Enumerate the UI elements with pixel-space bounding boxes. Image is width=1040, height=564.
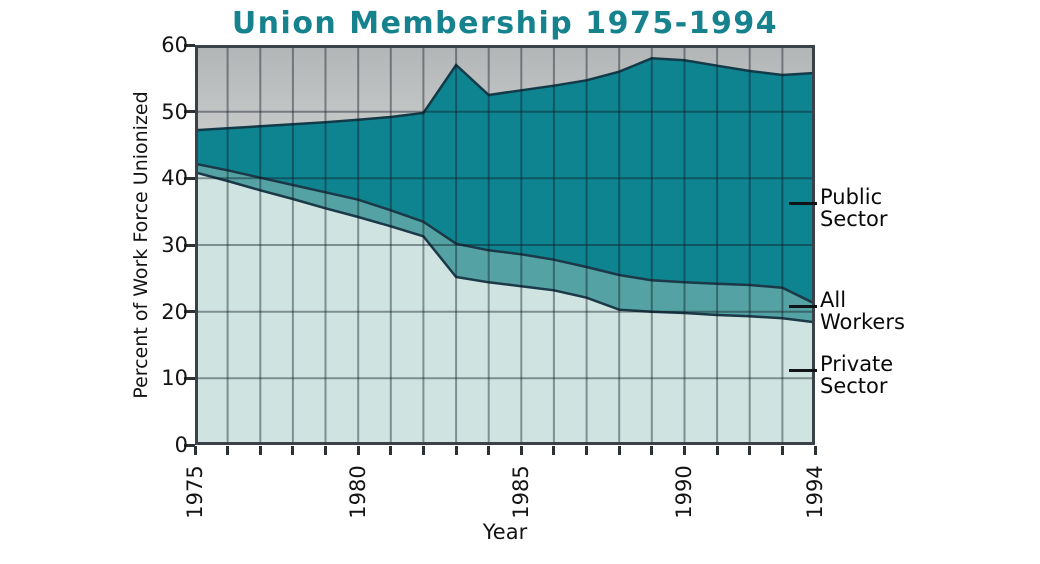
y-tick-mark bbox=[184, 176, 195, 180]
x-tick-mark bbox=[682, 446, 686, 455]
x-tick-label-text: 1994 bbox=[803, 465, 827, 519]
x-tick-mark bbox=[650, 446, 654, 455]
x-tick-mark bbox=[487, 446, 491, 455]
series-label-line: Workers bbox=[820, 310, 905, 335]
series-label-line: Sector bbox=[820, 374, 888, 399]
x-tick-mark bbox=[552, 446, 556, 455]
y-tick-label: 20 bbox=[161, 299, 188, 324]
series-label-public-sector: Public Sector bbox=[820, 186, 888, 230]
y-tick-label: 0 bbox=[174, 433, 188, 457]
y-tick-mark bbox=[184, 310, 195, 314]
x-tick-label-text: 1975 bbox=[183, 465, 207, 519]
x-tick-mark bbox=[780, 446, 784, 455]
x-tick-mark bbox=[617, 446, 621, 455]
x-tick-mark bbox=[421, 446, 425, 455]
y-tick-mark bbox=[184, 43, 195, 47]
series-label-line: All bbox=[820, 288, 847, 313]
x-tick-mark bbox=[813, 446, 817, 455]
plot-area bbox=[195, 45, 815, 445]
x-tick-label-text: 1980 bbox=[346, 465, 371, 519]
y-tick-label: 30 bbox=[161, 233, 188, 257]
x-tick-mark bbox=[226, 446, 230, 455]
private-sector-leader-dash bbox=[789, 368, 817, 372]
y-tick-mark bbox=[184, 376, 195, 380]
x-tick-mark bbox=[193, 446, 197, 455]
series-label-all-workers: All Workers bbox=[820, 289, 905, 333]
all-workers-leader-dash bbox=[789, 304, 817, 308]
x-tick-mark bbox=[454, 446, 458, 455]
y-tick-label: 10 bbox=[161, 366, 188, 391]
x-tick-label-text: 1985 bbox=[509, 465, 534, 519]
x-tick-mark bbox=[324, 446, 328, 455]
y-tick-label: 40 bbox=[161, 166, 188, 191]
area-chart-svg bbox=[195, 45, 815, 445]
x-tick-mark bbox=[389, 446, 393, 455]
x-tick-mark bbox=[748, 446, 752, 455]
chart-title: Union Membership 1975-1994 bbox=[231, 6, 779, 41]
x-tick-mark bbox=[585, 446, 589, 455]
y-tick-label: 60 bbox=[161, 33, 188, 57]
x-axis-title: Year bbox=[482, 520, 528, 544]
x-tick-mark bbox=[258, 446, 262, 455]
x-tick-label-text: 1990 bbox=[672, 465, 697, 519]
series-label-line: Public bbox=[820, 185, 883, 209]
series-label-line: Sector bbox=[820, 207, 888, 231]
x-tick-mark bbox=[519, 446, 523, 455]
y-tick-mark bbox=[184, 110, 195, 114]
series-label-line: Private bbox=[820, 352, 894, 377]
x-tick-mark bbox=[356, 446, 360, 455]
public-sector-leader-dash bbox=[789, 201, 817, 205]
x-tick-mark bbox=[715, 446, 719, 455]
y-tick-mark bbox=[184, 443, 195, 447]
x-tick-mark bbox=[291, 446, 295, 455]
y-tick-label: 50 bbox=[161, 99, 188, 124]
y-tick-mark bbox=[184, 243, 195, 247]
series-label-private-sector: Private Sector bbox=[820, 353, 893, 397]
